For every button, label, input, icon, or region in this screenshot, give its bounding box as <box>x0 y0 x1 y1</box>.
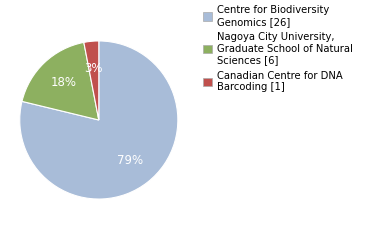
Text: 79%: 79% <box>117 154 144 167</box>
Text: 3%: 3% <box>85 62 103 75</box>
Wedge shape <box>20 41 178 199</box>
Wedge shape <box>84 41 99 120</box>
Wedge shape <box>22 42 99 120</box>
Legend: Centre for Biodiversity
Genomics [26], Nagoya City University,
Graduate School o: Centre for Biodiversity Genomics [26], N… <box>203 5 353 92</box>
Text: 18%: 18% <box>50 76 76 89</box>
